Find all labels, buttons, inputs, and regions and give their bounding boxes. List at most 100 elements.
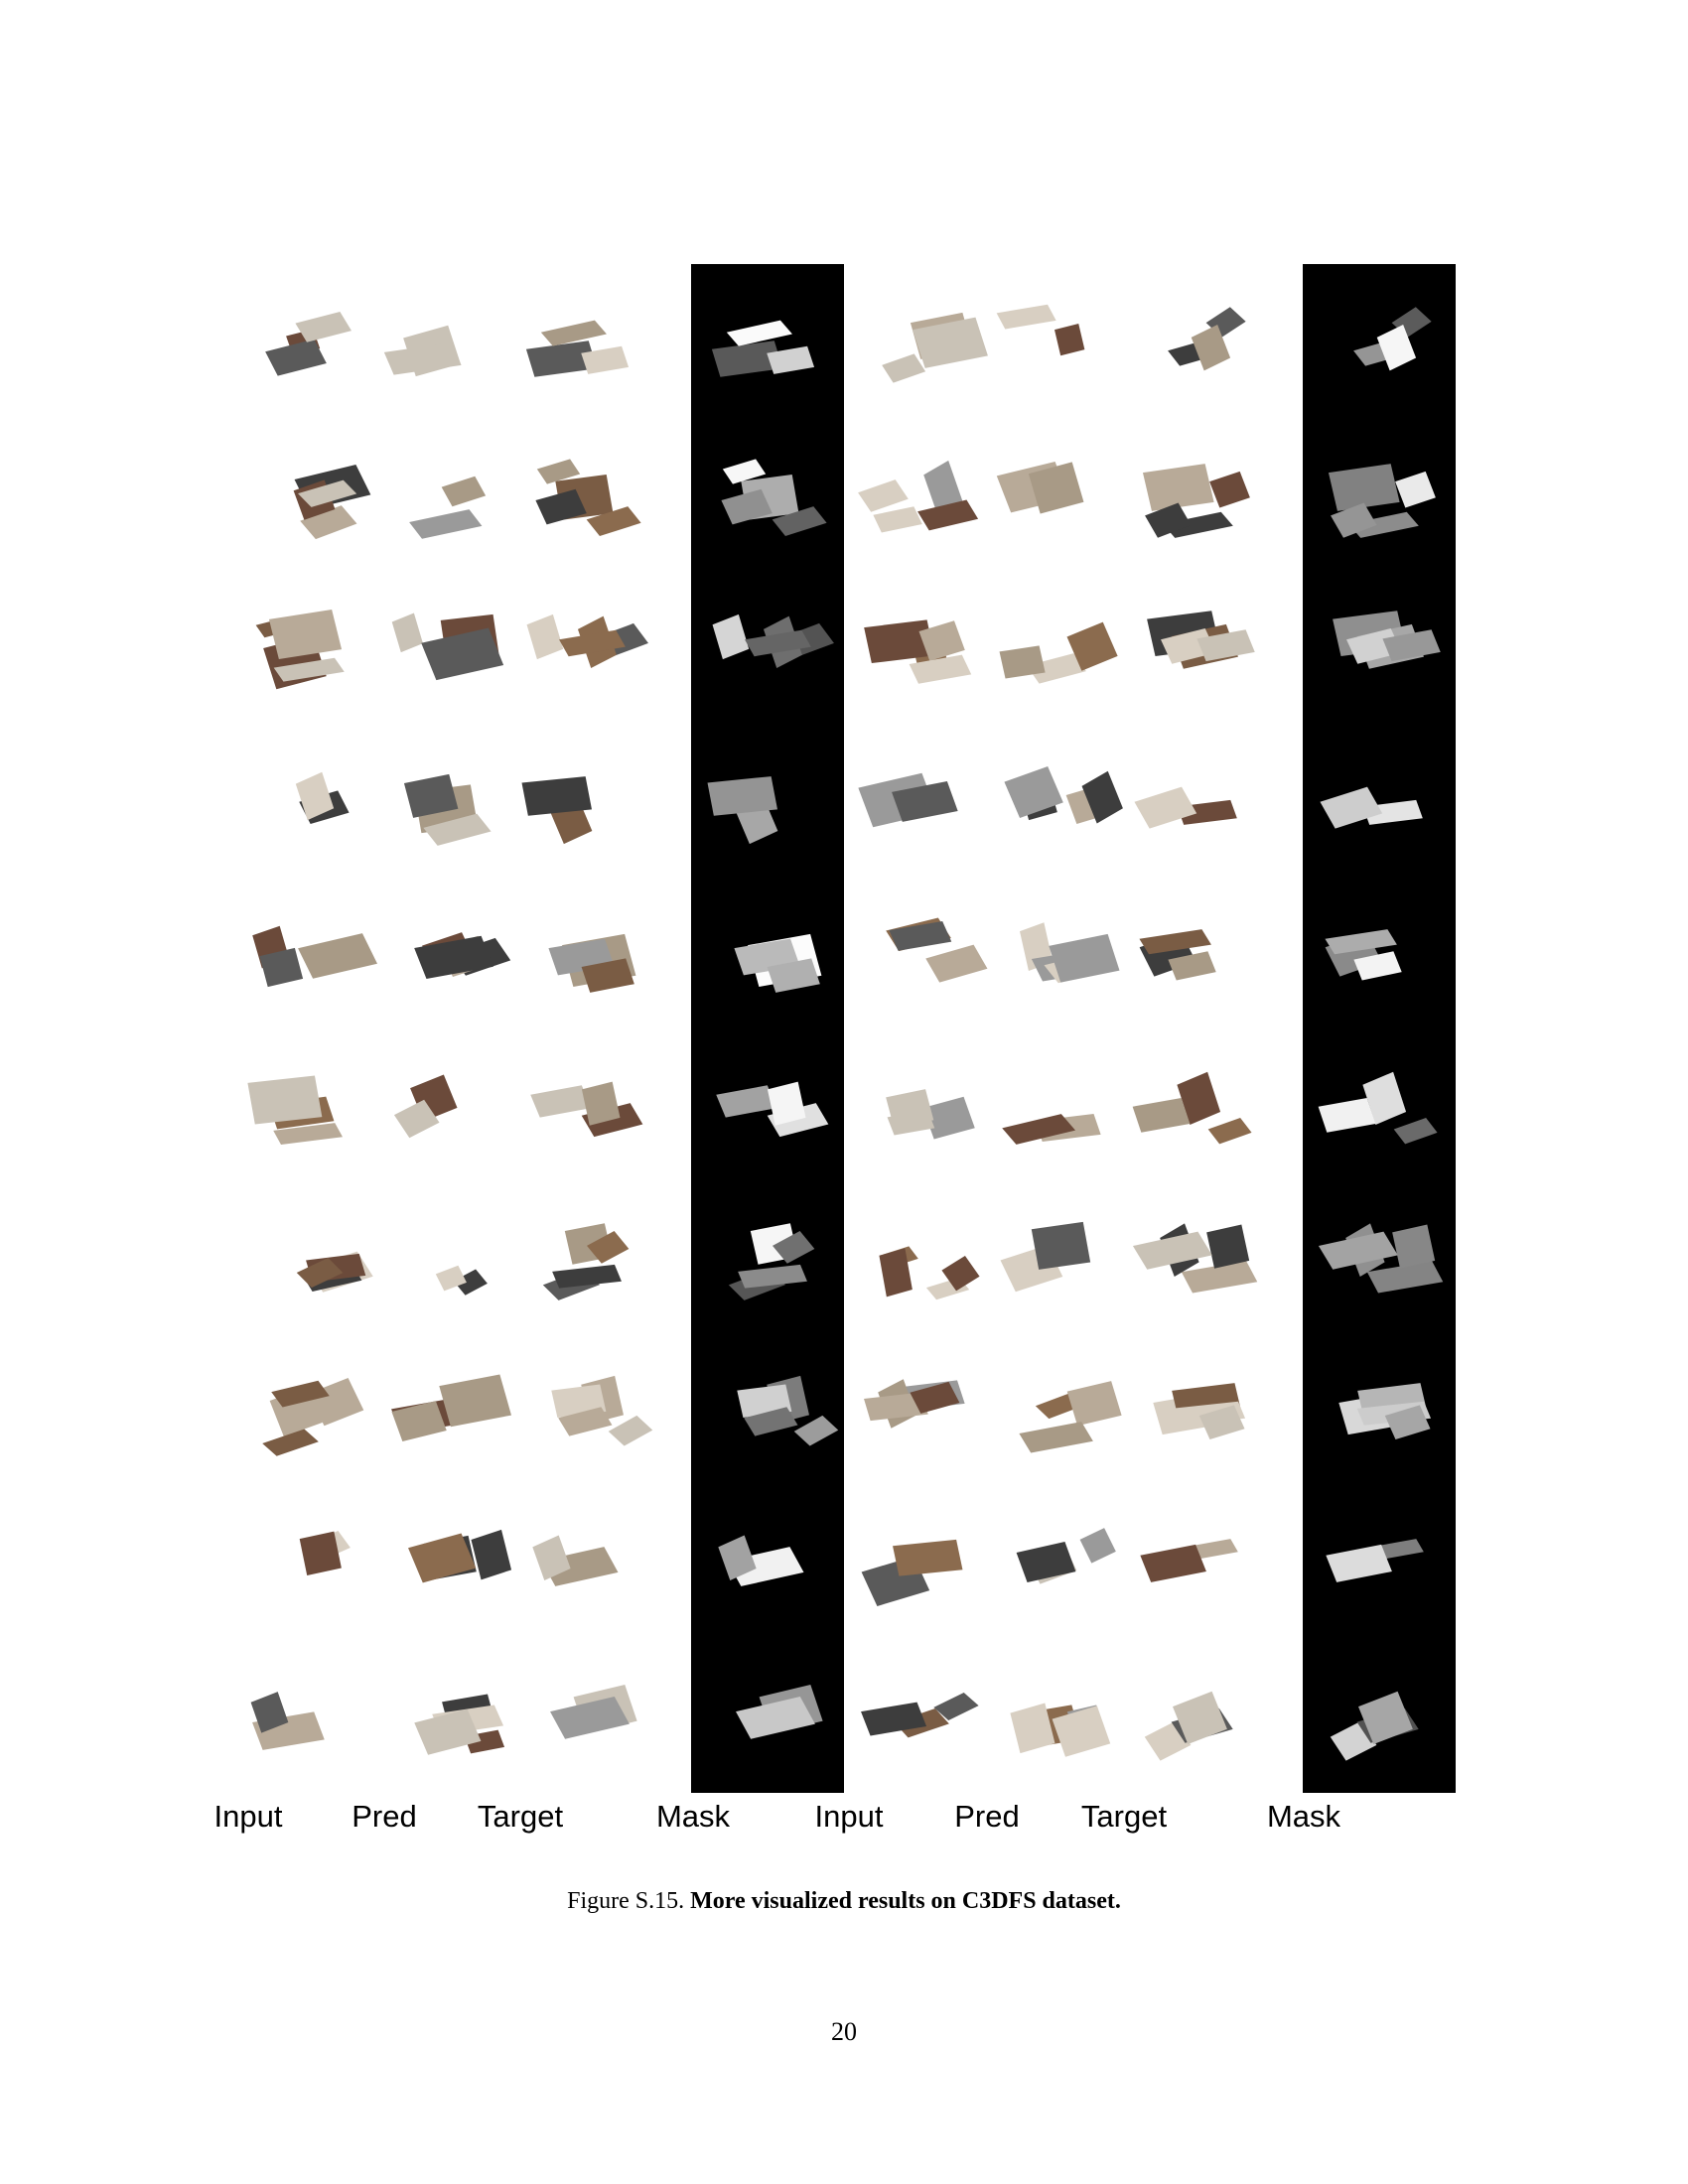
mask-image xyxy=(691,723,844,876)
render-image xyxy=(368,1640,521,1793)
mask-image xyxy=(691,1181,844,1334)
render-image xyxy=(231,570,384,723)
column-label: Mask xyxy=(655,1799,731,1834)
render-image xyxy=(505,723,658,876)
mask-image xyxy=(1303,417,1456,570)
render-image xyxy=(231,876,384,1028)
column-input-left xyxy=(231,264,384,1793)
column-input-right xyxy=(843,264,996,1793)
render-image xyxy=(980,876,1133,1028)
render-image xyxy=(1117,570,1270,723)
render-image xyxy=(843,264,996,417)
render-image xyxy=(980,417,1133,570)
render-image xyxy=(1117,417,1270,570)
render-image xyxy=(368,264,521,417)
render-image xyxy=(843,1487,996,1640)
render-image xyxy=(368,570,521,723)
column-mask-left xyxy=(691,264,844,1793)
mask-image xyxy=(1303,1487,1456,1640)
render-image xyxy=(505,570,658,723)
render-image xyxy=(843,1334,996,1487)
mask-image xyxy=(691,1334,844,1487)
render-image xyxy=(1117,876,1270,1028)
column-label: Target xyxy=(1080,1799,1168,1834)
mask-image xyxy=(1303,723,1456,876)
mask-image xyxy=(691,876,844,1028)
render-image xyxy=(231,1334,384,1487)
caption-prefix: Figure S.15. xyxy=(567,1888,685,1914)
render-image xyxy=(505,1028,658,1181)
render-image xyxy=(505,264,658,417)
column-label: Pred xyxy=(352,1799,417,1834)
mask-image xyxy=(1303,570,1456,723)
render-image xyxy=(505,1487,658,1640)
column-target-left xyxy=(505,264,658,1793)
render-image xyxy=(368,417,521,570)
render-image xyxy=(1117,723,1270,876)
render-image xyxy=(368,723,521,876)
render-image xyxy=(980,1181,1133,1334)
render-image xyxy=(843,876,996,1028)
figure-grid: Input Pred Target Mask Input Pred Target Mask xyxy=(214,264,1456,1834)
figure-caption: Figure S.15. More visualized results on … xyxy=(0,1888,1688,1915)
render-image xyxy=(843,417,996,570)
render-image xyxy=(843,1181,996,1334)
mask-image xyxy=(1303,1640,1456,1793)
render-image xyxy=(1117,1640,1270,1793)
render-image xyxy=(980,1334,1133,1487)
render-image xyxy=(505,1334,658,1487)
column-label: Pred xyxy=(954,1799,1020,1834)
render-image xyxy=(505,1181,658,1334)
render-image xyxy=(980,1028,1133,1181)
caption-text: More visualized results on C3DFS dataset… xyxy=(690,1888,1121,1914)
column-label: Mask xyxy=(1266,1799,1341,1834)
render-image xyxy=(368,1028,521,1181)
mask-image xyxy=(691,264,844,417)
render-image xyxy=(368,1334,521,1487)
render-image xyxy=(843,1028,996,1181)
render-image xyxy=(368,876,521,1028)
render-image xyxy=(843,570,996,723)
mask-image xyxy=(1303,264,1456,417)
render-image xyxy=(231,264,384,417)
render-image xyxy=(1117,1334,1270,1487)
mask-image xyxy=(691,570,844,723)
render-image xyxy=(231,1640,384,1793)
render-image xyxy=(231,723,384,876)
column-pred-right xyxy=(980,264,1133,1793)
render-image xyxy=(505,417,658,570)
render-image xyxy=(1117,1487,1270,1640)
render-image xyxy=(1117,1181,1270,1334)
render-image xyxy=(843,1640,996,1793)
render-image xyxy=(368,1487,521,1640)
render-image xyxy=(980,570,1133,723)
render-image xyxy=(505,1640,658,1793)
render-image xyxy=(231,1487,384,1640)
page-number: 20 xyxy=(831,2017,857,2046)
mask-image xyxy=(1303,876,1456,1028)
mask-image xyxy=(691,417,844,570)
render-image xyxy=(231,1028,384,1181)
render-image xyxy=(980,1487,1133,1640)
render-image xyxy=(980,264,1133,417)
render-image xyxy=(843,723,996,876)
mask-image xyxy=(1303,1181,1456,1334)
mask-image xyxy=(691,1028,844,1181)
mask-image xyxy=(691,1640,844,1793)
column-label: Input xyxy=(213,1799,283,1834)
render-image xyxy=(368,1181,521,1334)
column-pred-left xyxy=(368,264,521,1793)
render-image xyxy=(980,723,1133,876)
mask-image xyxy=(691,1487,844,1640)
column-mask-right xyxy=(1303,264,1456,1793)
render-image xyxy=(231,417,384,570)
column-target-right xyxy=(1117,264,1270,1793)
mask-image xyxy=(1303,1028,1456,1181)
render-image xyxy=(1117,1028,1270,1181)
render-image xyxy=(505,876,658,1028)
render-image xyxy=(231,1181,384,1334)
column-label: Input xyxy=(814,1799,884,1834)
render-image xyxy=(980,1640,1133,1793)
column-label: Target xyxy=(477,1799,564,1834)
mask-image xyxy=(1303,1334,1456,1487)
